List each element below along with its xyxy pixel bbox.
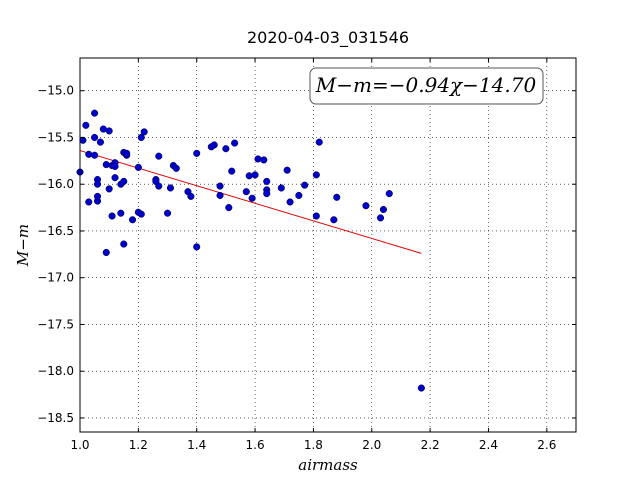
x-axis-label: airmass — [298, 456, 358, 474]
data-point — [362, 202, 370, 210]
data-point — [228, 167, 236, 175]
fit-annotation: M−m=−0.94χ−14.70 — [315, 73, 537, 97]
fit-line-group — [79, 150, 422, 254]
data-point — [231, 139, 239, 147]
data-point — [120, 240, 128, 248]
fit-line — [79, 150, 422, 254]
data-point — [295, 191, 303, 199]
y-tick-label: −15.0 — [37, 84, 74, 98]
data-point — [187, 192, 195, 200]
data-point — [117, 209, 125, 217]
data-point — [128, 216, 137, 224]
x-tick-label: 2.4 — [479, 438, 498, 452]
data-point — [134, 163, 142, 171]
data-point — [417, 384, 425, 392]
data-point — [172, 164, 180, 172]
y-tick-label: −17.5 — [37, 317, 74, 331]
data-point — [102, 161, 110, 169]
data-point — [105, 185, 113, 193]
data-point — [93, 180, 102, 188]
y-tick-label: −18.5 — [37, 411, 74, 425]
y-axis-label: M−m — [14, 224, 32, 267]
data-point — [283, 166, 291, 174]
data-point — [82, 121, 90, 129]
data-point — [216, 182, 224, 190]
data-points — [76, 109, 425, 392]
data-point — [123, 149, 131, 157]
axis-ticks: 1.0 1.2 1.4 1.6 1.8 2.0 2.2 2.4 2.6 −15.0 −15.5 −16… — [37, 58, 576, 452]
data-point — [108, 212, 116, 220]
data-point — [379, 205, 387, 214]
y-tick-label: −15.5 — [37, 130, 74, 144]
data-point — [216, 191, 224, 199]
x-tick-label: 1.4 — [187, 438, 206, 452]
data-point — [99, 125, 107, 133]
data-point — [251, 171, 259, 179]
data-point — [155, 182, 163, 190]
data-point — [260, 156, 268, 164]
grid-lines — [79, 58, 576, 432]
data-point — [120, 177, 128, 185]
data-point — [263, 190, 271, 198]
y-tick-label: −16.0 — [37, 177, 74, 191]
data-point — [137, 210, 145, 218]
x-tick-label: 1.6 — [246, 438, 265, 452]
data-point — [137, 133, 145, 142]
annotation-box: M−m=−0.94χ−14.70 — [309, 67, 544, 105]
data-point — [140, 128, 148, 136]
data-point — [111, 174, 119, 182]
data-point — [155, 152, 163, 160]
y-tick-label: −16.5 — [37, 224, 74, 238]
data-point — [96, 138, 104, 146]
data-point — [286, 198, 294, 206]
data-point — [93, 192, 102, 200]
data-point — [222, 145, 230, 153]
data-point — [102, 248, 110, 257]
data-point — [312, 171, 320, 179]
data-point — [91, 151, 99, 159]
data-point — [210, 141, 218, 149]
data-point — [330, 216, 338, 224]
data-point — [85, 198, 93, 206]
data-point — [248, 194, 256, 202]
x-tick-label: 1.8 — [304, 438, 323, 452]
y-tick-label: −18.0 — [37, 364, 74, 378]
data-point — [91, 109, 99, 117]
x-tick-label: 1.0 — [70, 438, 89, 452]
x-tick-label: 2.6 — [537, 438, 556, 452]
data-point — [91, 133, 99, 142]
data-point — [333, 193, 341, 201]
plot-frame — [79, 57, 577, 433]
data-point — [245, 172, 253, 180]
data-point — [385, 190, 393, 198]
data-point — [225, 204, 233, 212]
x-tick-label: 2.2 — [421, 438, 440, 452]
data-point — [242, 188, 250, 196]
data-point — [254, 155, 262, 163]
data-point — [163, 209, 172, 217]
data-point — [111, 162, 119, 171]
data-point — [193, 243, 201, 251]
data-point — [312, 212, 320, 220]
data-point — [105, 127, 113, 135]
data-point — [376, 214, 385, 222]
y-tick-label: −17.0 — [37, 271, 74, 285]
x-tick-label: 1.2 — [129, 438, 148, 452]
data-point — [315, 138, 323, 146]
annotation-frame — [309, 67, 544, 105]
chart-title: 2020-04-03_031546 — [247, 28, 409, 48]
data-point — [85, 150, 93, 158]
data-point — [193, 149, 201, 157]
data-point — [166, 184, 174, 192]
data-point — [301, 181, 309, 189]
x-tick-label: 2.0 — [362, 438, 381, 452]
data-point — [277, 184, 285, 192]
data-point — [263, 177, 271, 185]
